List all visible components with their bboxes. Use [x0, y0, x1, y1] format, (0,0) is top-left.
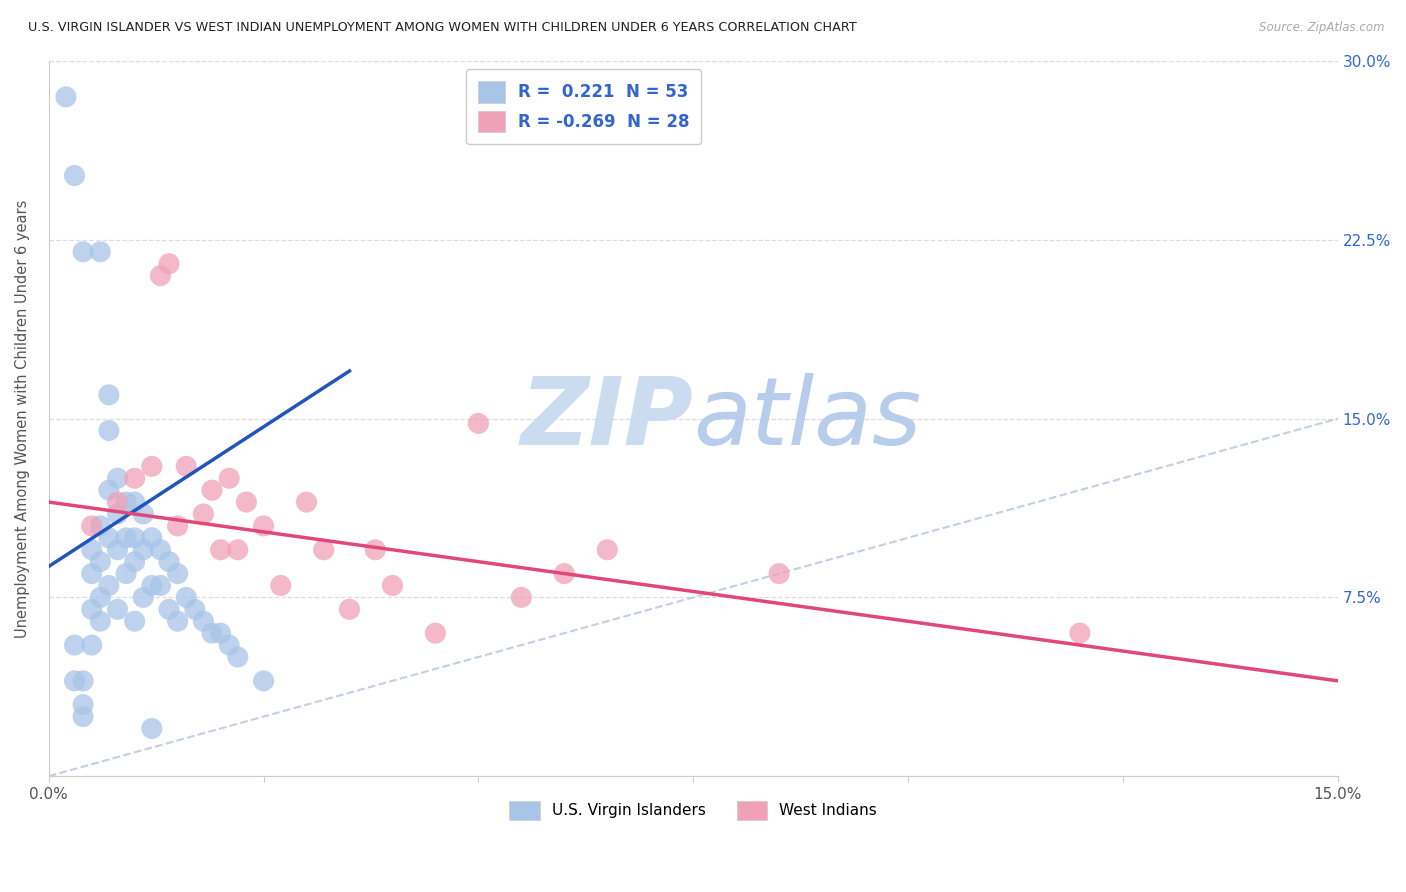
Point	[55, 90, 77, 104]
Point	[218, 471, 240, 485]
Point	[89, 614, 111, 628]
Text: U.S. VIRGIN ISLANDER VS WEST INDIAN UNEMPLOYMENT AMONG WOMEN WITH CHILDREN UNDER: U.S. VIRGIN ISLANDER VS WEST INDIAN UNEM…	[28, 21, 856, 34]
Point	[72, 698, 94, 712]
Point	[115, 566, 138, 581]
Point	[467, 417, 489, 431]
Point	[80, 638, 103, 652]
Text: ZIP: ZIP	[520, 373, 693, 465]
Point	[141, 722, 163, 736]
Point	[63, 638, 86, 652]
Point	[141, 578, 163, 592]
Point	[252, 673, 274, 688]
Point	[107, 602, 129, 616]
Point	[107, 495, 129, 509]
Point	[209, 542, 232, 557]
Point	[97, 424, 120, 438]
Point	[364, 542, 387, 557]
Point	[124, 614, 146, 628]
Point	[252, 519, 274, 533]
Point	[166, 566, 188, 581]
Legend: U.S. Virgin Islanders, West Indians: U.S. Virgin Islanders, West Indians	[503, 795, 883, 826]
Point	[63, 673, 86, 688]
Point	[184, 602, 207, 616]
Point	[124, 531, 146, 545]
Point	[339, 602, 361, 616]
Point	[218, 638, 240, 652]
Point	[72, 709, 94, 723]
Point	[124, 495, 146, 509]
Point	[80, 542, 103, 557]
Point	[425, 626, 447, 640]
Point	[89, 591, 111, 605]
Point	[72, 244, 94, 259]
Point	[63, 169, 86, 183]
Point	[235, 495, 257, 509]
Point	[97, 578, 120, 592]
Point	[157, 602, 180, 616]
Point	[80, 519, 103, 533]
Point	[97, 531, 120, 545]
Point	[141, 531, 163, 545]
Point	[295, 495, 318, 509]
Point	[132, 507, 155, 521]
Point	[201, 626, 224, 640]
Point	[174, 591, 197, 605]
Point	[149, 268, 172, 283]
Point	[115, 531, 138, 545]
Point	[132, 591, 155, 605]
Point	[157, 257, 180, 271]
Point	[132, 542, 155, 557]
Point	[596, 542, 619, 557]
Point	[166, 614, 188, 628]
Point	[89, 244, 111, 259]
Point	[201, 483, 224, 498]
Point	[226, 650, 249, 665]
Point	[80, 566, 103, 581]
Point	[166, 519, 188, 533]
Point	[97, 483, 120, 498]
Point	[115, 495, 138, 509]
Point	[768, 566, 790, 581]
Point	[149, 542, 172, 557]
Point	[553, 566, 575, 581]
Y-axis label: Unemployment Among Women with Children Under 6 years: Unemployment Among Women with Children U…	[15, 200, 30, 638]
Point	[141, 459, 163, 474]
Point	[174, 459, 197, 474]
Text: Source: ZipAtlas.com: Source: ZipAtlas.com	[1260, 21, 1385, 34]
Point	[107, 542, 129, 557]
Point	[107, 471, 129, 485]
Point	[157, 555, 180, 569]
Point	[89, 555, 111, 569]
Point	[72, 673, 94, 688]
Point	[510, 591, 533, 605]
Point	[226, 542, 249, 557]
Point	[97, 388, 120, 402]
Point	[124, 555, 146, 569]
Text: atlas: atlas	[693, 373, 921, 464]
Point	[312, 542, 335, 557]
Point	[193, 507, 215, 521]
Point	[193, 614, 215, 628]
Point	[149, 578, 172, 592]
Point	[124, 471, 146, 485]
Point	[80, 602, 103, 616]
Point	[1069, 626, 1091, 640]
Point	[89, 519, 111, 533]
Point	[381, 578, 404, 592]
Point	[107, 507, 129, 521]
Point	[209, 626, 232, 640]
Point	[270, 578, 292, 592]
